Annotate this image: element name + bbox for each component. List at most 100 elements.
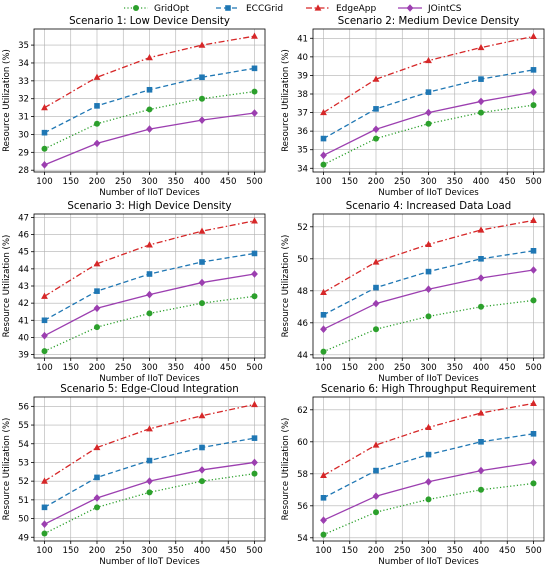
data-point xyxy=(93,260,101,267)
data-point xyxy=(41,104,48,111)
y-tick-label: 49 xyxy=(18,533,29,543)
data-point xyxy=(530,480,537,487)
data-point xyxy=(251,400,258,408)
y-tick-label: 46 xyxy=(18,231,29,241)
y-tick-label: 28 xyxy=(18,166,29,176)
data-point xyxy=(372,441,380,448)
y-tick-label: 62 xyxy=(297,406,308,416)
y-tick-label: 31 xyxy=(18,113,29,123)
x-tick-label: 500 xyxy=(525,546,541,556)
series-gridopt xyxy=(320,480,537,538)
legend-marker xyxy=(133,5,139,11)
series-jointcs xyxy=(320,458,537,524)
y-tick-label: 40 xyxy=(297,53,308,63)
chart-panel-3: 100 150 200 250 300 350 400 450 500 39 40 41 42 43 44 4… xyxy=(2,201,266,384)
x-tick-label: 150 xyxy=(342,546,358,556)
data-point xyxy=(41,129,48,136)
y-tick-label: 39 xyxy=(297,71,308,81)
data-point xyxy=(372,299,380,308)
data-point xyxy=(530,297,537,304)
data-point xyxy=(477,97,485,106)
data-point xyxy=(373,467,379,474)
data-point xyxy=(93,304,101,313)
data-point xyxy=(530,67,537,73)
y-tick-label: 44 xyxy=(297,351,308,361)
data-point xyxy=(477,43,485,51)
x-tick-label: 200 xyxy=(368,546,384,556)
data-point xyxy=(320,108,327,116)
data-point xyxy=(251,32,258,39)
x-tick-label: 350 xyxy=(168,546,184,556)
data-point xyxy=(425,89,432,95)
y-axis-label: Resource Utilization (%) xyxy=(281,235,291,338)
data-point xyxy=(530,102,537,109)
series-edgeapp xyxy=(320,32,537,116)
data-point xyxy=(530,248,537,254)
x-tick-label: 100 xyxy=(315,363,331,373)
data-point xyxy=(478,109,484,116)
chart-panel-5: 100 150 200 250 300 350 400 450 500 49 50 51 52 53 54 5… xyxy=(2,384,266,566)
y-axis-label: Resource Utilization (%) xyxy=(2,235,12,338)
series-eccgrid xyxy=(41,250,258,324)
series-jointcs xyxy=(41,270,258,340)
legend-label: GridOpt xyxy=(154,4,190,14)
legend-item-eccgrid: ECCGrid xyxy=(216,4,283,14)
data-point xyxy=(425,120,432,127)
data-point xyxy=(93,139,101,148)
data-point xyxy=(93,494,101,502)
data-point xyxy=(530,399,537,406)
data-point xyxy=(198,466,206,474)
x-tick-label: 400 xyxy=(473,363,489,373)
data-point xyxy=(199,300,205,307)
series-eccgrid xyxy=(320,431,537,501)
x-tick-label: 350 xyxy=(447,177,463,187)
y-tick-label: 29 xyxy=(18,148,29,158)
data-point xyxy=(320,312,327,318)
data-point xyxy=(41,520,48,528)
x-tick-label: 300 xyxy=(420,363,436,373)
chart-grid: 100 150 200 250 300 350 400 450 500 28 29 30 31 32 33 3… xyxy=(2,16,545,566)
data-point xyxy=(94,324,100,331)
x-tick-label: 150 xyxy=(63,546,79,556)
data-point xyxy=(425,478,432,486)
y-axis-label: Resource Utilization (%) xyxy=(281,49,291,152)
x-tick-label: 200 xyxy=(368,363,384,373)
data-point xyxy=(146,241,153,248)
data-point xyxy=(94,103,100,109)
data-point xyxy=(146,125,153,133)
x-tick-label: 100 xyxy=(315,177,331,187)
series-edgeapp xyxy=(41,400,258,484)
y-tick-label: 39 xyxy=(18,351,29,361)
x-tick-label: 250 xyxy=(394,177,410,187)
data-point xyxy=(93,443,101,451)
x-tick-label: 350 xyxy=(447,363,463,373)
data-point xyxy=(478,486,484,493)
data-point xyxy=(251,470,258,477)
data-point xyxy=(198,227,206,234)
data-point xyxy=(373,509,379,516)
series-jointcs xyxy=(41,458,258,528)
data-point xyxy=(373,326,379,333)
y-tick-label: 46 xyxy=(297,319,308,329)
data-point xyxy=(198,116,206,124)
x-tick-label: 200 xyxy=(89,177,105,187)
series-gridopt xyxy=(41,293,258,355)
y-tick-label: 43 xyxy=(18,282,29,292)
x-tick-label: 100 xyxy=(36,363,52,373)
data-point xyxy=(478,303,484,310)
data-point xyxy=(477,466,485,475)
chart-panel-2: 100 150 200 250 300 350 400 450 500 34 35 36 37 38 39 4… xyxy=(281,16,545,198)
data-point xyxy=(146,54,153,61)
legend-label: EdgeApp xyxy=(336,4,377,14)
y-tick-label: 33 xyxy=(18,77,29,87)
x-tick-label: 100 xyxy=(36,177,52,187)
legend-item-gridopt: GridOpt xyxy=(124,4,190,14)
data-point xyxy=(530,431,537,437)
x-tick-label: 450 xyxy=(499,363,515,373)
y-tick-label: 34 xyxy=(18,59,29,69)
y-axis-label: Resource Utilization (%) xyxy=(281,418,291,521)
data-point xyxy=(320,495,327,501)
data-point xyxy=(320,325,327,333)
data-point xyxy=(41,331,48,340)
x-tick-label: 500 xyxy=(525,177,541,187)
